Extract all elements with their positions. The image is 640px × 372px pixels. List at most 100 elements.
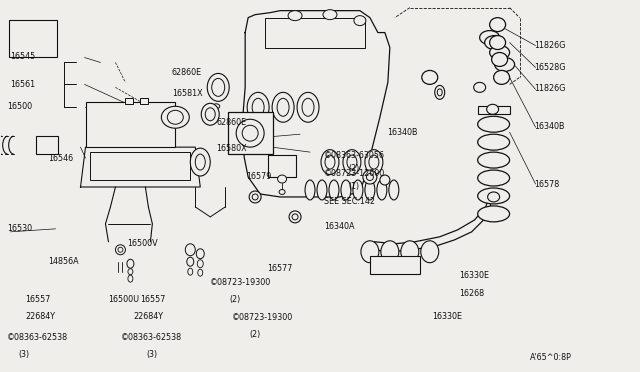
Bar [228,112,273,154]
Ellipse shape [279,189,285,195]
Bar [9,20,56,58]
Ellipse shape [495,58,515,71]
Text: 22684Y: 22684Y [134,312,164,321]
Ellipse shape [493,70,509,84]
Ellipse shape [477,152,509,168]
Ellipse shape [490,45,509,60]
Text: A'65^0:8P: A'65^0:8P [529,353,572,362]
Text: 16546: 16546 [49,154,74,163]
Text: 16340A: 16340A [324,222,355,231]
Text: ©08723-12600: ©08723-12600 [324,169,385,177]
Text: 62860E: 62860E [216,119,246,128]
Ellipse shape [190,148,210,176]
Text: 16528G: 16528G [534,63,565,72]
Ellipse shape [118,247,123,252]
Text: 16500: 16500 [7,102,32,111]
Ellipse shape [369,155,379,169]
Text: 22684Y: 22684Y [25,312,55,321]
Text: 16340B: 16340B [534,122,564,131]
Text: 16578: 16578 [534,180,559,189]
Bar [125,98,133,104]
Ellipse shape [197,260,204,268]
Text: 16330E: 16330E [460,271,489,280]
Ellipse shape [201,103,220,125]
Ellipse shape [477,116,509,132]
Text: 16545: 16545 [10,52,36,61]
Text: 16530: 16530 [7,224,32,233]
Ellipse shape [247,92,269,122]
Ellipse shape [212,78,225,96]
Ellipse shape [477,134,509,150]
Text: 62860E: 62860E [172,68,202,77]
Ellipse shape [236,119,264,147]
Text: (3): (3) [19,350,29,359]
Ellipse shape [128,275,133,282]
Ellipse shape [323,10,337,20]
Ellipse shape [389,180,399,200]
Text: ©08363-63056: ©08363-63056 [324,151,385,160]
Bar [268,155,296,177]
Text: 16340B: 16340B [387,128,417,137]
Ellipse shape [187,257,194,266]
Text: 16557: 16557 [140,295,165,304]
Ellipse shape [252,194,258,200]
Text: (2): (2) [229,295,241,304]
Ellipse shape [242,125,258,141]
Ellipse shape [377,180,387,200]
Ellipse shape [292,214,298,220]
Ellipse shape [128,269,133,275]
Ellipse shape [347,155,357,169]
Ellipse shape [272,92,294,122]
Ellipse shape [321,150,339,174]
Ellipse shape [477,206,509,222]
Text: 16500V: 16500V [127,239,158,248]
Ellipse shape [380,175,390,185]
Text: ©08723-19300: ©08723-19300 [232,313,293,322]
Ellipse shape [302,98,314,116]
Ellipse shape [488,192,500,202]
Ellipse shape [365,180,375,200]
Ellipse shape [115,245,125,255]
Ellipse shape [365,150,383,174]
Ellipse shape [401,241,419,263]
Ellipse shape [278,175,287,183]
Text: 16500U: 16500U [108,295,139,304]
Ellipse shape [329,180,339,200]
Ellipse shape [161,106,189,128]
Ellipse shape [363,170,377,184]
Text: 11826G: 11826G [534,84,565,93]
Ellipse shape [277,98,289,116]
Text: 16580X: 16580X [216,144,247,153]
Ellipse shape [186,244,195,256]
Ellipse shape [479,31,500,45]
Text: (3): (3) [147,350,157,359]
Ellipse shape [490,36,506,49]
Ellipse shape [486,104,499,114]
Ellipse shape [474,82,486,92]
Text: ©08363-62538: ©08363-62538 [7,333,68,343]
Text: 14856A: 14856A [49,257,79,266]
Ellipse shape [381,241,399,263]
Text: (2): (2) [250,330,261,340]
Ellipse shape [343,150,361,174]
Text: 16268: 16268 [460,289,484,298]
Bar [370,256,420,274]
Text: 16557: 16557 [25,295,51,304]
Bar [36,136,58,154]
Ellipse shape [198,269,203,276]
Text: 16579: 16579 [246,172,271,181]
Ellipse shape [196,249,204,259]
Bar [477,106,509,114]
Ellipse shape [288,11,302,20]
Ellipse shape [435,86,445,99]
Text: ©08363-62538: ©08363-62538 [121,333,182,343]
Ellipse shape [317,180,327,200]
Bar [265,17,365,48]
Ellipse shape [188,268,193,275]
Ellipse shape [437,89,442,96]
Ellipse shape [492,52,508,67]
Bar [90,152,190,180]
Ellipse shape [212,104,220,109]
Ellipse shape [207,73,229,101]
Ellipse shape [490,17,506,32]
